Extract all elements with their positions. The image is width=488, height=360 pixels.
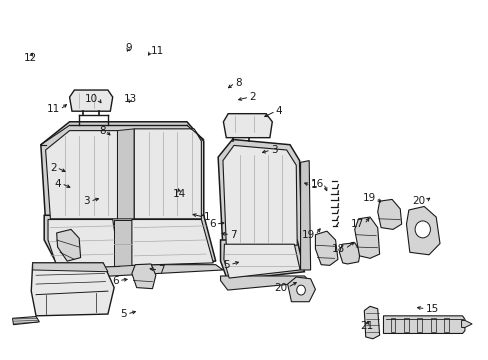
- Polygon shape: [339, 243, 360, 264]
- Polygon shape: [41, 122, 203, 222]
- Text: 1: 1: [203, 212, 210, 222]
- Text: 15: 15: [425, 304, 438, 314]
- Text: 9: 9: [125, 43, 132, 53]
- Polygon shape: [377, 199, 401, 229]
- Text: 8: 8: [99, 126, 105, 136]
- Polygon shape: [132, 220, 213, 265]
- Polygon shape: [134, 129, 201, 219]
- Text: 19: 19: [302, 230, 315, 240]
- Text: 6: 6: [209, 219, 215, 229]
- Text: 16: 16: [310, 179, 323, 189]
- Text: 19: 19: [362, 193, 376, 203]
- Text: 2: 2: [249, 92, 255, 102]
- Text: 12: 12: [24, 53, 37, 63]
- Polygon shape: [132, 264, 156, 289]
- Ellipse shape: [414, 221, 429, 238]
- Text: 11: 11: [151, 46, 164, 56]
- Bar: [430, 318, 435, 332]
- Text: 3: 3: [83, 196, 90, 206]
- Text: 8: 8: [234, 78, 241, 88]
- Polygon shape: [364, 306, 379, 339]
- Bar: [403, 318, 408, 332]
- Polygon shape: [69, 90, 112, 111]
- Polygon shape: [44, 215, 215, 270]
- Text: 4: 4: [55, 179, 61, 189]
- Polygon shape: [220, 240, 304, 280]
- Text: 21: 21: [359, 321, 372, 332]
- Polygon shape: [354, 217, 379, 258]
- Polygon shape: [220, 276, 310, 290]
- Text: 3: 3: [270, 145, 277, 155]
- Polygon shape: [287, 277, 315, 302]
- Text: 10: 10: [85, 94, 98, 104]
- Text: 1: 1: [310, 180, 317, 190]
- Text: 13: 13: [123, 94, 137, 104]
- Ellipse shape: [296, 285, 305, 295]
- Polygon shape: [44, 265, 223, 279]
- Polygon shape: [224, 244, 300, 278]
- Bar: [390, 318, 395, 332]
- Polygon shape: [300, 161, 310, 270]
- Polygon shape: [45, 131, 117, 219]
- Text: 17: 17: [350, 219, 364, 229]
- Bar: [417, 318, 422, 332]
- Polygon shape: [33, 263, 108, 272]
- Text: 18: 18: [331, 244, 345, 254]
- Polygon shape: [114, 220, 132, 266]
- Polygon shape: [315, 231, 337, 265]
- Text: 14: 14: [173, 189, 186, 199]
- Polygon shape: [461, 320, 471, 328]
- Polygon shape: [57, 229, 81, 261]
- Text: 6: 6: [112, 275, 119, 285]
- Polygon shape: [218, 139, 302, 249]
- Text: 20: 20: [274, 283, 287, 293]
- Polygon shape: [48, 220, 120, 268]
- Polygon shape: [13, 316, 40, 325]
- Bar: [444, 318, 448, 332]
- Polygon shape: [117, 129, 134, 219]
- Polygon shape: [223, 145, 297, 245]
- Polygon shape: [406, 207, 439, 255]
- Text: 7: 7: [230, 230, 236, 240]
- Text: 11: 11: [47, 104, 60, 114]
- Polygon shape: [383, 316, 464, 333]
- Polygon shape: [223, 114, 272, 138]
- Text: 5: 5: [223, 260, 230, 270]
- Text: 20: 20: [412, 196, 425, 206]
- Text: 7: 7: [158, 265, 164, 275]
- Text: 5: 5: [120, 309, 127, 319]
- Polygon shape: [31, 263, 114, 316]
- Text: 4: 4: [275, 106, 282, 116]
- Text: 2: 2: [50, 163, 57, 173]
